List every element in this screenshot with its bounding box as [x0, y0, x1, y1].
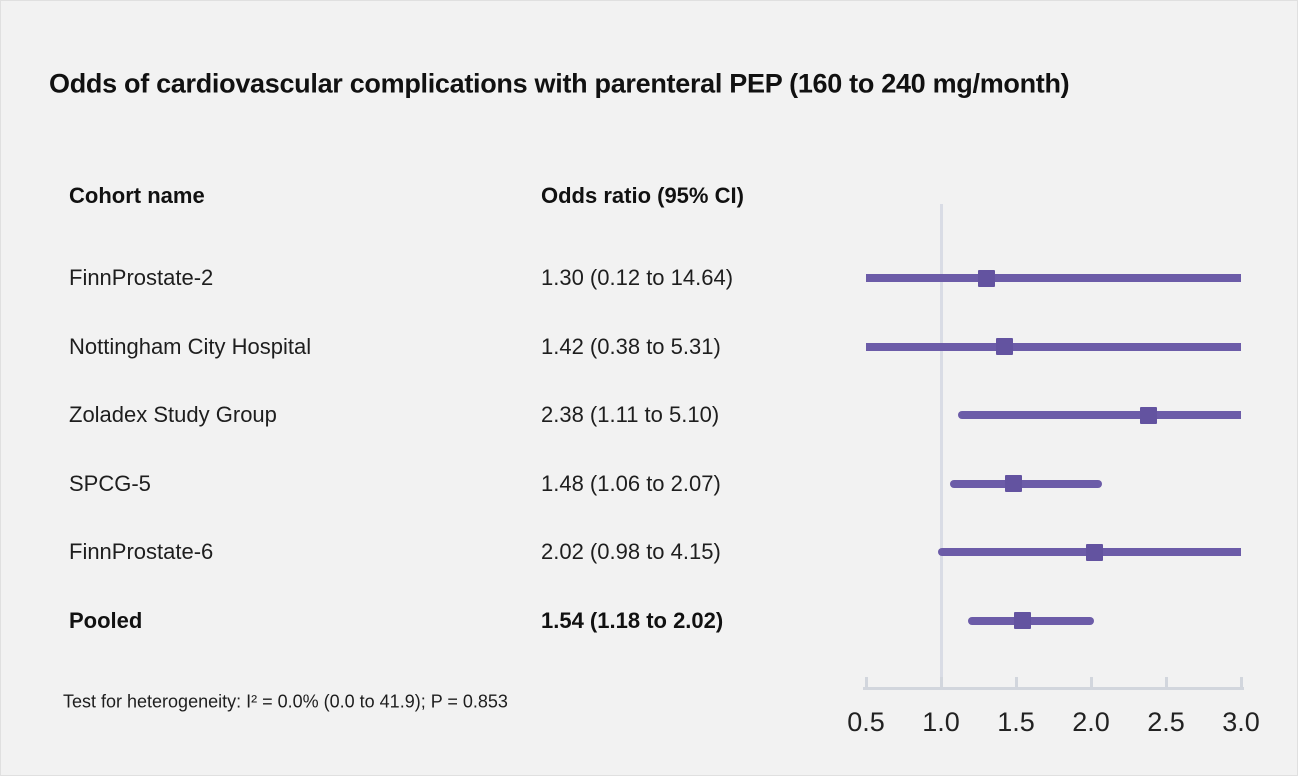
reference-line — [939, 204, 943, 690]
axis-tick-label: 1.0 — [922, 707, 960, 737]
cohort-label: Pooled — [69, 607, 143, 633]
axis-tick — [1089, 677, 1093, 687]
axis-tick — [1239, 677, 1243, 687]
axis-tick-label: 0.5 — [847, 707, 885, 737]
axis-tick-label: 1.5 — [997, 707, 1035, 737]
ci-line — [968, 616, 1094, 625]
ci-line — [957, 411, 1241, 419]
or-value: 1.42 (0.38 to 5.31) — [541, 333, 721, 359]
axis-tick-label: 3.0 — [1222, 707, 1260, 737]
estimate-marker — [1085, 543, 1103, 561]
axis-tick — [939, 677, 943, 687]
axis-tick-label: 2.0 — [1072, 707, 1110, 737]
cohort-label: SPCG-5 — [69, 470, 151, 496]
ci-line — [866, 274, 1241, 282]
axis-tick — [864, 677, 868, 687]
cohort-label: FinnProstate-6 — [69, 539, 214, 564]
x-axis-line — [863, 687, 1244, 690]
page-title: Odds of cardiovascular complications wit… — [49, 68, 1070, 99]
ci-line — [950, 479, 1102, 488]
cohort-label: Nottingham City Hospital — [69, 333, 312, 359]
estimate-marker — [1013, 612, 1031, 629]
axis-tick-label: 2.5 — [1147, 707, 1185, 737]
axis-tick — [1164, 677, 1168, 687]
cohort-label: FinnProstate-2 — [69, 265, 214, 290]
estimate-marker — [1139, 406, 1157, 424]
column-header-odds: Odds ratio (95% CI) — [541, 183, 744, 208]
axis-tick — [1014, 677, 1018, 687]
cohort-label: Zoladex Study Group — [69, 402, 277, 427]
estimate-marker — [1004, 475, 1022, 492]
or-value: 1.54 (1.18 to 2.02) — [541, 607, 724, 633]
column-header-cohort: Cohort name — [69, 183, 205, 208]
ci-line — [866, 342, 1241, 351]
or-value: 2.38 (1.11 to 5.10) — [541, 402, 720, 427]
estimate-marker — [977, 269, 995, 287]
or-value: 2.02 (0.98 to 4.15) — [541, 539, 721, 564]
or-value: 1.30 (0.12 to 14.64) — [541, 265, 734, 290]
heterogeneity-footnote: Test for heterogeneity: I² = 0.0% (0.0 t… — [63, 691, 508, 712]
or-value: 1.48 (1.06 to 2.07) — [541, 470, 721, 496]
estimate-marker — [995, 338, 1013, 355]
